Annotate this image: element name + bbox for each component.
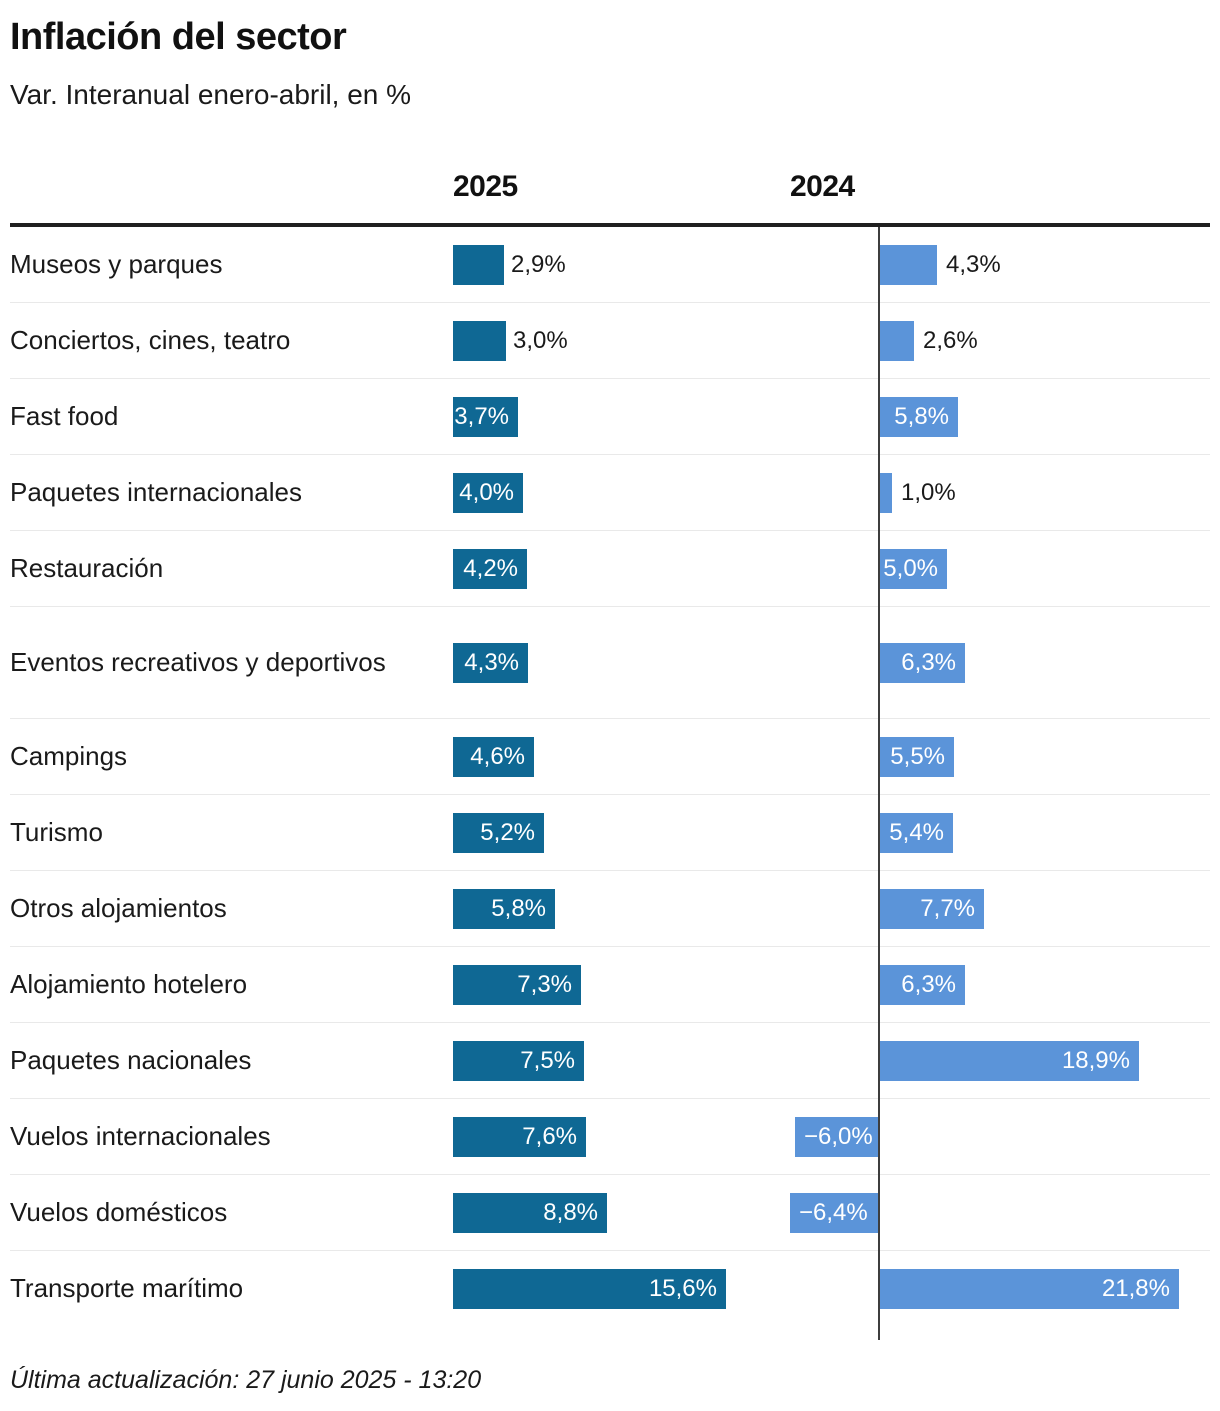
category-label: Paquetes internacionales — [10, 477, 302, 508]
table-row: Restauración 4,2% 5,0% — [10, 531, 1210, 608]
value-label-2025: 4,0% — [459, 479, 514, 507]
bar-2024 — [878, 1041, 1139, 1082]
value-label-2024: 5,4% — [889, 819, 944, 847]
value-label-2025: 8,8% — [543, 1199, 598, 1227]
table-row: Vuelos domésticos 8,8% −6,4% — [10, 1175, 1210, 1252]
table-row: Alojamiento hotelero 7,3% 6,3% — [10, 947, 1210, 1024]
bar-2025 — [453, 889, 555, 930]
column-header-2025: 2025 — [453, 170, 518, 204]
value-label-2024: −6,4% — [799, 1199, 868, 1227]
value-label-2025: 5,8% — [491, 895, 546, 923]
bar-2024 — [878, 321, 914, 362]
column-header-2024: 2024 — [790, 170, 855, 204]
value-label-2025: 4,3% — [464, 649, 519, 677]
bar-2024 — [878, 965, 965, 1006]
bar-rows: Museos y parques 2,9% 4,3% Conciertos, c… — [10, 227, 1210, 1341]
category-label: Vuelos internacionales — [10, 1121, 271, 1152]
bar-2024 — [878, 245, 937, 286]
table-row: Paquetes internacionales 4,0% 1,0% — [10, 455, 1210, 532]
bar-2025 — [453, 1269, 726, 1310]
value-label-2024: 4,3% — [946, 251, 1001, 279]
value-label-2024: 21,8% — [1101, 1275, 1170, 1303]
chart-title: Inflación del sector — [10, 16, 347, 58]
category-label: Campings — [10, 741, 128, 772]
value-label-2025: 4,6% — [470, 743, 525, 771]
value-label-2025: 7,3% — [517, 971, 572, 999]
table-row: Museos y parques 2,9% 4,3% — [10, 227, 1210, 304]
bar-2024 — [878, 549, 947, 590]
value-label-2025: 7,5% — [520, 1047, 575, 1075]
bar-2025 — [453, 1117, 586, 1158]
bar-2025 — [453, 965, 581, 1006]
category-label: Paquetes nacionales — [10, 1045, 252, 1076]
category-label: Restauración — [10, 553, 164, 584]
last-updated-note: Última actualización: 27 junio 2025 - 13… — [10, 1366, 482, 1395]
value-label-2025: 7,6% — [522, 1123, 577, 1151]
chart-subtitle: Var. Interanual enero-abril, en % — [10, 78, 412, 110]
bar-2025 — [453, 245, 504, 286]
value-label-2024: 5,5% — [890, 743, 945, 771]
table-row: Fast food 3,7% 5,8% — [10, 379, 1210, 456]
bar-2024 — [878, 1269, 1179, 1310]
bar-2024 — [878, 397, 958, 438]
bar-2024 — [878, 813, 953, 854]
bar-2025 — [453, 737, 534, 778]
table-row: Vuelos internacionales 7,6% −6,0% — [10, 1099, 1210, 1176]
table-row: Transporte marítimo 15,6% 21,8% — [10, 1251, 1210, 1326]
table-row: Campings 4,6% 5,5% — [10, 719, 1210, 796]
bar-2025 — [453, 1041, 584, 1082]
table-row: Conciertos, cines, teatro 3,0% 2,6% — [10, 303, 1210, 380]
bar-2025 — [453, 643, 528, 684]
table-row: Otros alojamientos 5,8% 7,7% — [10, 871, 1210, 948]
bar-2024 — [790, 1193, 878, 1234]
value-label-2024: 2,6% — [923, 327, 978, 355]
axis-line-2024 — [878, 227, 880, 1341]
value-label-2024: 18,9% — [1061, 1047, 1130, 1075]
table-row: Paquetes nacionales 7,5% 18,9% — [10, 1023, 1210, 1100]
category-label: Vuelos domésticos — [10, 1197, 228, 1228]
bar-2024 — [795, 1117, 878, 1158]
category-label: Museos y parques — [10, 249, 223, 280]
table-row: Turismo 5,2% 5,4% — [10, 795, 1210, 872]
chart-container: Inflación del sector Var. Interanual ene… — [10, 16, 1210, 1411]
table-row: Eventos recreativos y deportivos 4,3% 6,… — [10, 607, 1210, 720]
category-label: Otros alojamientos — [10, 893, 227, 924]
value-label-2025: 2,9% — [511, 251, 566, 279]
value-label-2024: 7,7% — [920, 895, 975, 923]
category-label: Eventos recreativos y deportivos — [10, 647, 386, 678]
value-label-2024: 5,0% — [883, 555, 938, 583]
bar-2025 — [453, 1193, 607, 1234]
bar-2025 — [453, 397, 518, 438]
value-label-2025: 3,0% — [513, 327, 568, 355]
category-label: Alojamiento hotelero — [10, 969, 248, 1000]
bar-2024 — [878, 643, 965, 684]
bar-2025 — [453, 321, 506, 362]
value-label-2024: 1,0% — [901, 479, 956, 507]
value-label-2025: 3,7% — [454, 403, 509, 431]
bar-2025 — [453, 813, 544, 854]
bar-2024 — [878, 737, 954, 778]
value-label-2025: 15,6% — [648, 1275, 717, 1303]
bar-2025 — [453, 473, 523, 514]
value-label-2024: 6,3% — [901, 971, 956, 999]
category-label: Transporte marítimo — [10, 1273, 244, 1304]
column-headers: 2025 2024 — [10, 170, 1210, 206]
bar-2025 — [453, 549, 527, 590]
bar-2024 — [878, 473, 892, 514]
category-label: Turismo — [10, 817, 103, 848]
bar-2024 — [878, 889, 984, 930]
value-label-2024: 5,8% — [894, 403, 949, 431]
value-label-2025: 5,2% — [480, 819, 535, 847]
value-label-2024: −6,0% — [804, 1123, 873, 1151]
category-label: Fast food — [10, 401, 119, 432]
top-rule — [10, 223, 1210, 228]
category-label: Conciertos, cines, teatro — [10, 325, 291, 356]
value-label-2024: 6,3% — [901, 649, 956, 677]
value-label-2025: 4,2% — [463, 555, 518, 583]
